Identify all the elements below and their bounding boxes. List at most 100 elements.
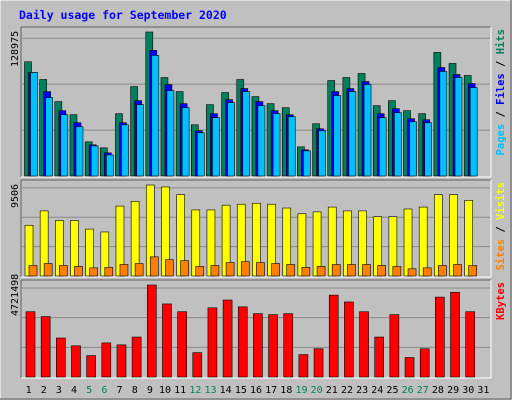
max-value-label: 128975: [10, 31, 21, 67]
pages-bar: [439, 71, 448, 177]
panel-kbytes: 4721498 KBytes: [10, 274, 507, 379]
kbytes-bar: [177, 311, 187, 378]
legend-entry: KBytes: [495, 282, 507, 320]
kbytes-bar: [465, 311, 475, 378]
kbytes-bar: [283, 313, 294, 378]
day-tick-label: 24: [371, 385, 383, 396]
day-tick-label: 9: [147, 385, 153, 396]
day-tick-label: 1: [26, 385, 32, 396]
day-tick-label: 23: [356, 385, 368, 396]
max-value-label: 9506: [10, 184, 21, 208]
sites-bar: [316, 266, 326, 277]
day-tick-label: 6: [101, 385, 107, 396]
pages-bar: [363, 84, 372, 177]
kbytes-bar: [268, 314, 278, 378]
pages-bar: [90, 145, 99, 177]
kbytes-bar: [237, 306, 248, 378]
pages-bar: [166, 90, 175, 177]
sites-bar: [271, 263, 280, 277]
sites-bar: [392, 266, 402, 277]
sites-bar: [89, 267, 98, 277]
max-value-label: 4721498: [10, 274, 21, 316]
sites-bar: [210, 265, 220, 277]
pages-bar: [212, 117, 220, 177]
kbytes-bar: [359, 311, 369, 378]
day-tick-label: 11: [174, 385, 186, 396]
pages-bar: [272, 113, 281, 177]
legend-entry: Visits: [495, 182, 507, 220]
visits-bar: [403, 208, 413, 277]
pages-bar: [469, 87, 478, 177]
day-tick-label: 19: [295, 385, 307, 396]
visits-bar: [449, 194, 458, 277]
panel-legend: Pages / Files / Hits: [495, 29, 507, 155]
pages-bar: [75, 126, 84, 177]
pages-bar: [303, 150, 311, 177]
kbytes-bar: [435, 296, 445, 378]
legend-entry: Files: [495, 73, 507, 105]
kbytes-bar: [56, 337, 66, 378]
pages-bar: [242, 91, 251, 177]
kbytes-bar: [328, 294, 339, 378]
kbytes-bar: [298, 354, 309, 378]
day-tick-label: 25: [386, 385, 398, 396]
day-tick-label: 20: [311, 385, 323, 396]
kbytes-bar: [313, 348, 324, 378]
kbytes-bar: [207, 307, 218, 378]
kbytes-bar: [389, 314, 400, 378]
pages-bar: [151, 55, 160, 177]
sites-bar: [347, 264, 356, 277]
legend-entry: Pages: [495, 124, 507, 156]
day-tick-label: 10: [159, 385, 171, 396]
kbytes-bar: [253, 313, 263, 378]
kbytes-bar: [450, 291, 460, 378]
pages-bar: [394, 112, 402, 177]
sites-bar: [104, 267, 114, 277]
sites-bar: [59, 265, 68, 277]
visits-bar: [464, 200, 473, 277]
sites-bar: [240, 261, 250, 277]
pages-bar: [318, 130, 326, 177]
kbytes-bar: [162, 303, 172, 378]
sites-bar: [119, 264, 129, 277]
pages-bar: [136, 104, 144, 177]
kbytes-bar: [40, 316, 51, 378]
day-tick-label: 22: [341, 385, 353, 396]
pages-bar: [30, 72, 38, 177]
day-tick-label: 16: [250, 385, 262, 396]
sites-bar: [377, 265, 387, 277]
kbytes-bar: [131, 336, 142, 378]
day-tick-label: 27: [417, 385, 429, 396]
sites-bar: [407, 268, 417, 277]
pages-bar: [454, 77, 463, 177]
day-tick-label: 8: [132, 385, 138, 396]
sites-bar: [28, 265, 38, 277]
day-tick-label: 3: [56, 385, 62, 396]
sites-bar: [362, 264, 371, 277]
kbytes-bar: [344, 301, 354, 378]
pages-bar: [378, 117, 387, 177]
sites-bar: [225, 262, 235, 277]
sites-bar: [74, 266, 83, 277]
panel-legend: KBytes: [495, 282, 507, 320]
panel-hits-files-pages: 128975 Pages / Files / Hits: [10, 26, 507, 178]
pages-bar: [227, 102, 235, 177]
day-tick-label: 4: [71, 385, 77, 396]
visits-bar: [297, 213, 307, 277]
legend-entry: Hits: [495, 29, 507, 54]
sites-bar: [180, 260, 189, 277]
day-tick-label: 7: [117, 385, 123, 396]
pages-bar: [106, 154, 114, 177]
pages-bar: [348, 91, 357, 177]
day-tick-label: 26: [402, 385, 414, 396]
day-tick-label: 18: [280, 385, 292, 396]
sites-bar: [256, 262, 265, 277]
kbytes-bar: [25, 311, 36, 378]
legend-entry: Sites: [495, 239, 507, 271]
kbytes-bar: [192, 352, 203, 378]
kbytes-bar: [146, 284, 157, 378]
kbytes-bar: [404, 357, 415, 378]
visits-bar: [434, 194, 443, 277]
day-tick-label: 17: [265, 385, 277, 396]
